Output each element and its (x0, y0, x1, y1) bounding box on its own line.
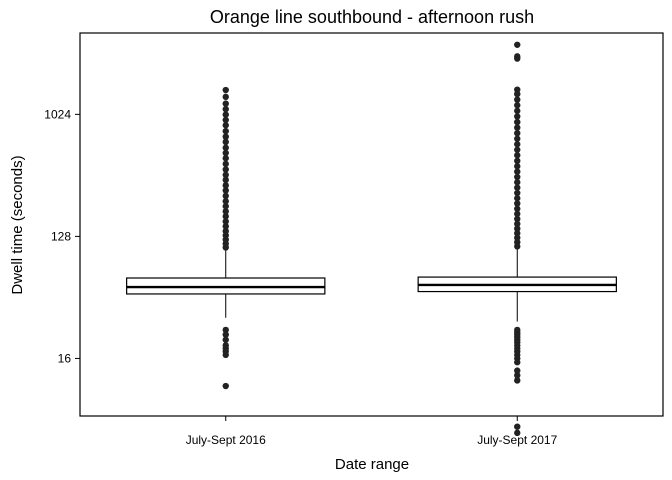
outlier-point (514, 195, 521, 202)
outlier-point (514, 53, 521, 60)
outlier-point (222, 160, 229, 168)
y-axis-title: Dwell time (seconds) (9, 155, 26, 294)
outlier-point (514, 141, 521, 148)
outlier-point (514, 102, 521, 109)
outlier-point (514, 238, 521, 246)
outlier-point (514, 189, 521, 197)
outlier-point (514, 423, 521, 430)
outlier-point (222, 192, 229, 200)
outlier-point (222, 138, 229, 146)
outlier-point (514, 118, 521, 126)
outlier-point (514, 146, 521, 153)
outlier-point (222, 149, 229, 157)
outlier-point (222, 166, 229, 173)
outlier-point (514, 107, 521, 115)
chart-title: Orange line southbound - afternoon rush (210, 7, 534, 27)
outlier-point (222, 122, 229, 129)
outlier-point (514, 124, 521, 131)
outlier-point (514, 210, 521, 218)
outlier-point (514, 184, 521, 191)
outlier-point (222, 336, 229, 343)
outlier-point (222, 182, 229, 189)
outlier-point (222, 171, 229, 179)
outlier-point (222, 93, 229, 101)
outlier-point (514, 86, 521, 93)
outlier-point (222, 213, 229, 220)
x-tick-label: July-Sept 2016 (186, 433, 266, 447)
outlier-point (514, 377, 521, 384)
outlier-point (514, 41, 521, 48)
y-tick-label: 128 (51, 229, 71, 243)
outlier-point (222, 208, 229, 215)
outlier-point (514, 152, 521, 159)
y-tick-label: 1024 (44, 107, 71, 121)
outlier-point (222, 203, 229, 210)
outlier-point (222, 218, 229, 225)
outlier-point (222, 100, 229, 107)
outlier-point (222, 111, 229, 118)
outlier-point (514, 113, 521, 120)
outlier-point (222, 382, 229, 390)
outlier-point (222, 127, 229, 135)
x-tick-label: July-Sept 2017 (477, 433, 557, 447)
y-tick-label: 16 (58, 351, 72, 365)
outlier-point (222, 144, 229, 151)
outlier-point (222, 326, 229, 334)
outlier-point (514, 215, 521, 223)
outlier-point (514, 205, 521, 212)
outlier-point (514, 367, 521, 374)
outlier-point (514, 225, 521, 232)
x-axis-title: Date range (335, 456, 409, 473)
outlier-point (222, 198, 229, 205)
outlier-point (222, 155, 229, 162)
outlier-point (514, 220, 521, 228)
outlier-point (222, 331, 229, 338)
outlier-point (514, 230, 521, 237)
plot-area (79, 32, 664, 417)
outlier-point (514, 129, 521, 137)
outlier-point (514, 168, 521, 175)
outlier-point (222, 187, 229, 194)
outlier-point (222, 176, 229, 184)
outlier-point (222, 105, 229, 113)
outlier-point (222, 86, 229, 94)
outlier-point (514, 135, 521, 142)
outlier-point (514, 173, 521, 181)
outlier-point (514, 163, 521, 170)
outlier-point (514, 372, 521, 379)
outlier-point (514, 96, 521, 103)
outlier-point (222, 133, 229, 140)
outlier-point (222, 223, 229, 230)
outlier-point (514, 157, 521, 165)
chart-marks: 16 128 1024 July-Sept 2016 July-Sept 2017 (44, 41, 617, 447)
outlier-point (514, 234, 521, 241)
outlier-point (222, 227, 229, 235)
outlier-point (514, 429, 521, 437)
outlier-point (222, 351, 229, 359)
outlier-point (514, 179, 521, 186)
outlier-point (222, 116, 229, 124)
outlier-point (514, 200, 521, 207)
outlier-point (514, 359, 521, 366)
outlier-point (514, 90, 521, 98)
